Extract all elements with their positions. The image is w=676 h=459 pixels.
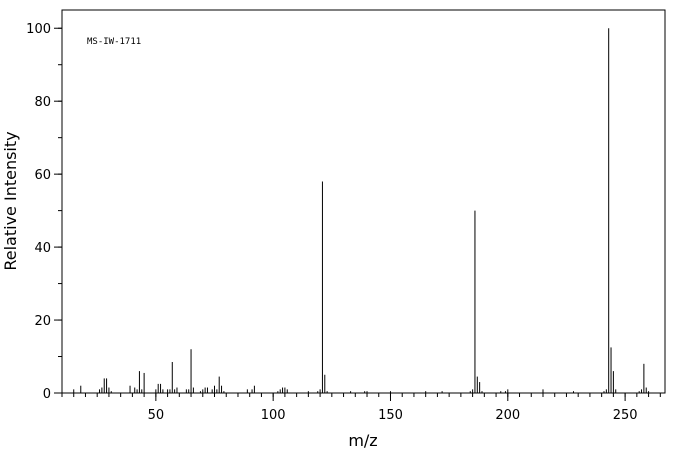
x-axis-label: m/z <box>348 431 377 450</box>
y-tick-label: 0 <box>43 387 51 402</box>
x-tick-label: 200 <box>495 408 520 423</box>
y-tick-label: 40 <box>34 241 51 256</box>
x-tick-label: 150 <box>378 408 403 423</box>
y-tick-label: 100 <box>26 22 51 37</box>
y-tick-label: 80 <box>34 95 51 110</box>
y-axis-label: Relative Intensity <box>1 131 20 270</box>
y-tick-label: 20 <box>34 314 51 329</box>
annotation: MS-IW-1711 <box>87 37 141 47</box>
y-tick-label: 60 <box>34 168 51 183</box>
x-tick-label: 50 <box>148 408 165 423</box>
plot-frame <box>61 9 666 394</box>
x-tick-label: 250 <box>613 408 638 423</box>
x-tick-label: 100 <box>261 408 286 423</box>
